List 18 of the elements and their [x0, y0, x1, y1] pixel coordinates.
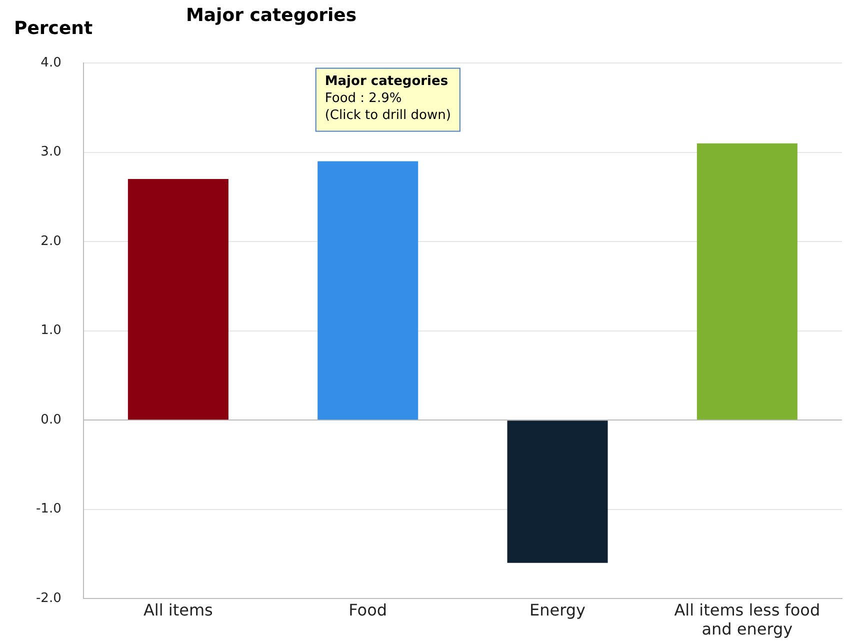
x-tick-label: All items	[143, 600, 213, 620]
x-tick-label: Energy	[530, 600, 586, 620]
y-tick-label: 0.0	[40, 412, 62, 428]
annotation: Major categories Food : 2.9% (Click to drill down)	[324, 74, 451, 124]
y-tick-label: 3.0	[40, 144, 62, 160]
bar	[128, 179, 228, 420]
y-tick-label: -1.0	[36, 502, 62, 517]
bar	[507, 420, 608, 563]
y-tick-label: 4.0	[40, 55, 62, 70]
y-tick-label: -2.0	[36, 590, 62, 606]
y-tick-label: 2.0	[40, 234, 62, 249]
x-tick-label: Food	[348, 600, 388, 620]
bar	[696, 143, 798, 420]
chart-title: Major categories	[186, 5, 357, 26]
bar	[318, 161, 418, 420]
x-tick-label: All items less food and energy	[674, 600, 820, 639]
y-tick-label: 1.0	[40, 323, 62, 338]
y-axis-title: Percent	[14, 18, 93, 39]
